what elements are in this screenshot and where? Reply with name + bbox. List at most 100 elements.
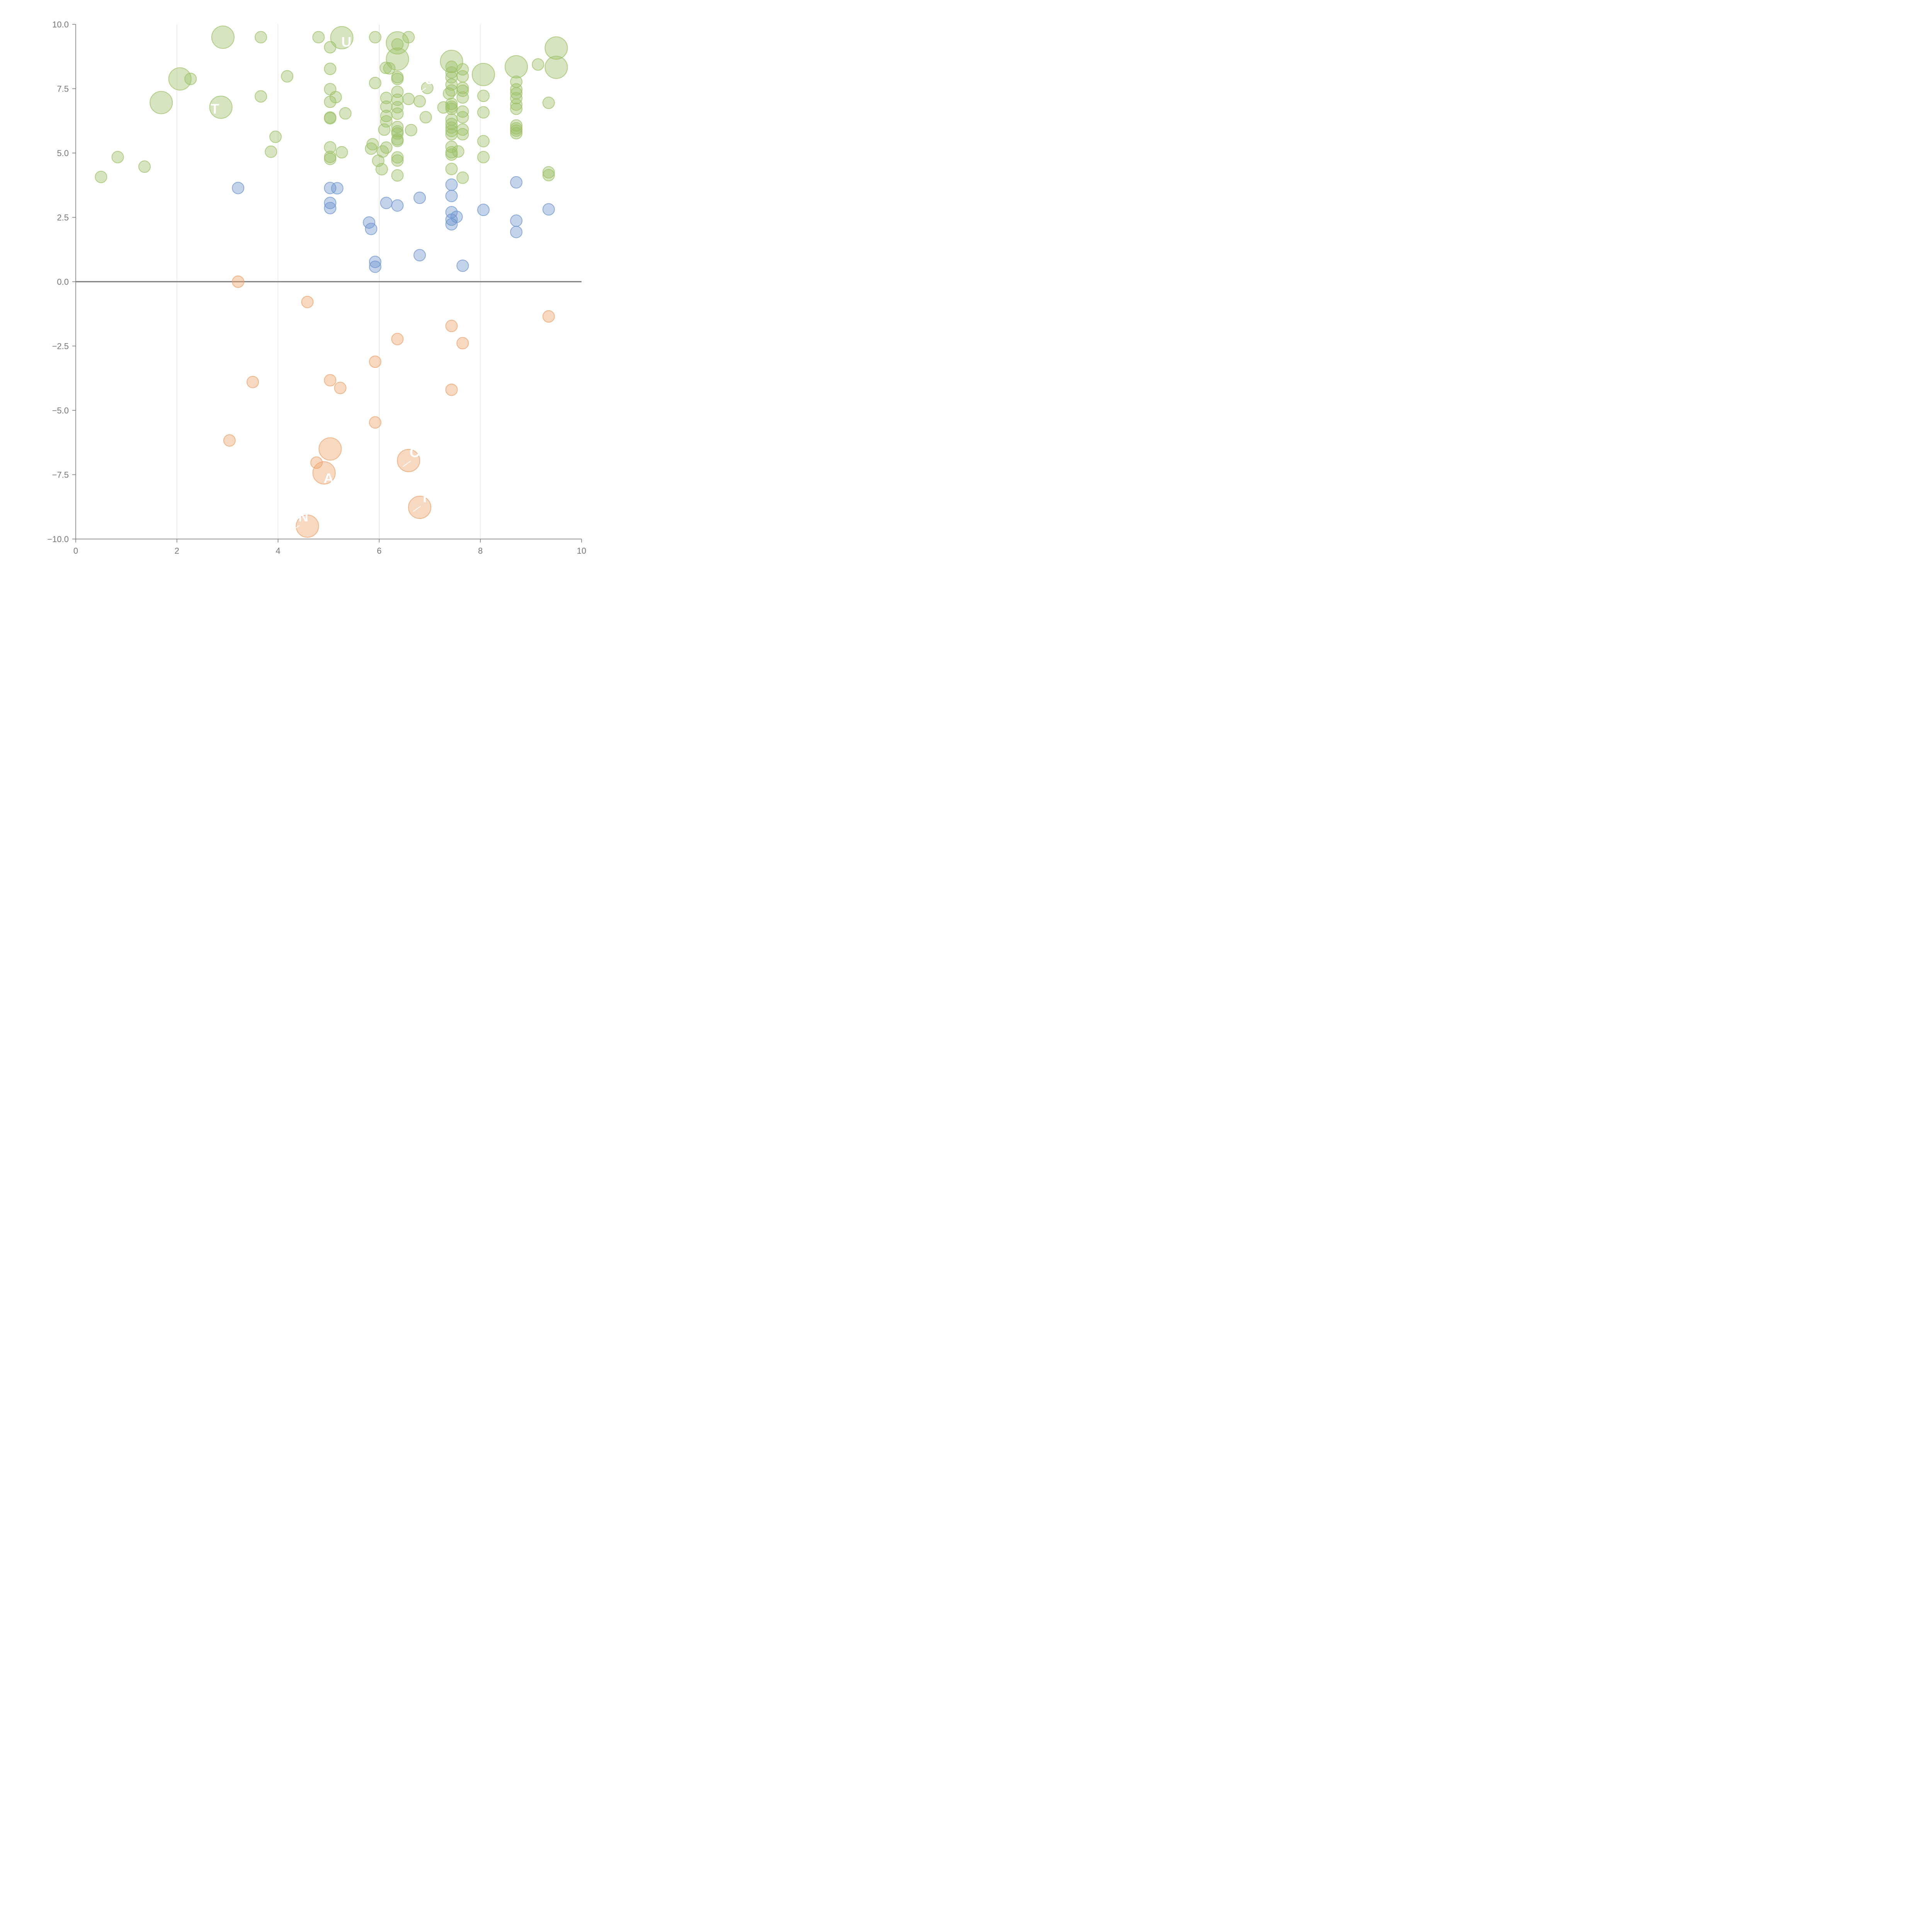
x-tick-label: 2 <box>175 546 179 556</box>
annotation-label: I <box>423 490 427 505</box>
data-point-positive-high <box>380 115 393 128</box>
data-point-negative <box>310 456 323 469</box>
data-point-positive-high <box>209 95 233 119</box>
data-point-positive-high <box>369 31 381 44</box>
data-point-positive-high <box>211 26 235 49</box>
annotation-label: C <box>410 444 420 460</box>
data-point-negative <box>456 337 469 350</box>
data-point-positive-high <box>532 58 544 71</box>
chart-container: −10.0 −7.5 −5.0 −2.5 0.0 2.5 5.0 7.5 10.0 0 2 4 6 8 10… <box>0 0 599 599</box>
data-point-positive-high <box>335 146 348 159</box>
data-point-positive-high <box>269 131 282 143</box>
annotation-leader <box>291 525 300 531</box>
data-point-positive-low <box>445 218 458 231</box>
data-point-positive-high <box>445 148 458 161</box>
data-point-positive-low <box>477 204 490 216</box>
data-point-positive-high <box>329 91 342 104</box>
data-point-positive-high <box>456 91 469 104</box>
y-tick-label: 5.0 <box>57 148 69 158</box>
data-point-positive-high <box>324 153 337 165</box>
data-point-positive-high <box>138 160 151 173</box>
data-point-positive-high <box>456 171 469 184</box>
data-point-negative <box>232 276 245 288</box>
data-point-positive-high <box>402 31 415 44</box>
data-point-positive-high <box>510 124 523 137</box>
data-point-positive-high <box>544 36 568 60</box>
data-point-positive-low <box>445 178 458 191</box>
data-point-negative <box>247 376 259 388</box>
data-point-positive-high <box>456 84 469 97</box>
data-point-positive-high <box>369 77 381 89</box>
data-point-positive-high <box>445 84 458 97</box>
y-tick-label: −5.0 <box>52 406 69 415</box>
data-point-positive-low <box>413 249 426 262</box>
data-point-negative <box>223 434 236 447</box>
data-point-positive-high <box>542 166 555 179</box>
data-point-negative <box>324 374 337 387</box>
data-point-positive-low <box>542 203 555 216</box>
data-point-positive-high <box>168 67 192 91</box>
data-point-positive-high <box>445 97 458 110</box>
annotation-label: N <box>298 509 308 525</box>
annotation-leader <box>403 461 411 467</box>
data-point-positive-high <box>402 93 415 105</box>
data-point-positive-high <box>111 151 124 163</box>
data-point-positive-high <box>391 154 404 167</box>
y-tick-label: −7.5 <box>52 470 69 480</box>
data-point-positive-low <box>456 259 469 272</box>
data-point-positive-high <box>391 101 404 114</box>
y-tick-label: 0.0 <box>57 277 69 287</box>
data-point-positive-high <box>391 121 404 133</box>
data-point-positive-high <box>386 47 409 71</box>
data-point-positive-high <box>477 90 490 102</box>
data-point-positive-high <box>255 90 267 103</box>
data-point-positive-high <box>544 56 568 79</box>
data-point-negative <box>445 320 458 332</box>
data-point-positive-high <box>380 141 393 154</box>
data-point-positive-high <box>378 123 391 136</box>
x-tick-label: 4 <box>276 546 280 556</box>
data-point-positive-low <box>324 197 337 209</box>
annotation-label: O <box>424 71 435 87</box>
data-point-positive-high <box>391 94 404 106</box>
data-point-positive-high <box>456 111 469 124</box>
data-point-positive-low <box>445 206 458 219</box>
annotation-label: A <box>324 470 334 486</box>
data-point-positive-low <box>369 260 381 273</box>
data-point-negative <box>369 355 381 368</box>
data-point-negative <box>301 296 314 308</box>
data-point-positive-high <box>312 31 325 44</box>
data-point-positive-low <box>324 182 337 194</box>
data-point-positive-high <box>452 145 464 158</box>
data-point-positive-low <box>380 197 393 209</box>
scatter-chart: −10.0 −7.5 −5.0 −2.5 0.0 2.5 5.0 7.5 10.0 0 2 4 6 8 10… <box>47 20 586 556</box>
data-point-positive-high <box>376 145 389 158</box>
data-point-positive-low <box>369 255 381 268</box>
data-point-positive-high <box>379 61 392 74</box>
annotation-leader <box>203 117 211 123</box>
data-point-negative <box>542 310 555 323</box>
data-point-positive-low <box>365 223 378 235</box>
data-point-positive-high <box>456 70 469 83</box>
annotation-leader <box>413 505 421 512</box>
data-point-positive-high <box>339 107 352 120</box>
y-tick-label: 7.5 <box>57 84 69 94</box>
x-tick-label: 0 <box>73 546 78 556</box>
data-point-positive-high <box>510 98 523 111</box>
data-point-positive-high <box>265 145 277 158</box>
data-point-positive-low <box>510 214 523 227</box>
data-point-positive-high <box>505 55 528 78</box>
data-point-positive-high <box>184 73 197 85</box>
annotation-leader <box>418 87 426 94</box>
data-point-positive-high <box>456 63 469 76</box>
data-point-positive-high <box>391 73 404 85</box>
data-point-negative <box>312 461 336 485</box>
data-point-negative <box>369 416 381 429</box>
data-point-positive-high <box>421 82 434 94</box>
data-point-positive-low <box>331 182 344 195</box>
x-tick-label: 10 <box>577 546 586 556</box>
y-tick-label: −2.5 <box>52 342 69 351</box>
data-point-positive-high <box>510 127 523 139</box>
data-point-positive-high <box>477 151 490 163</box>
x-tick-label: 8 <box>478 546 483 556</box>
